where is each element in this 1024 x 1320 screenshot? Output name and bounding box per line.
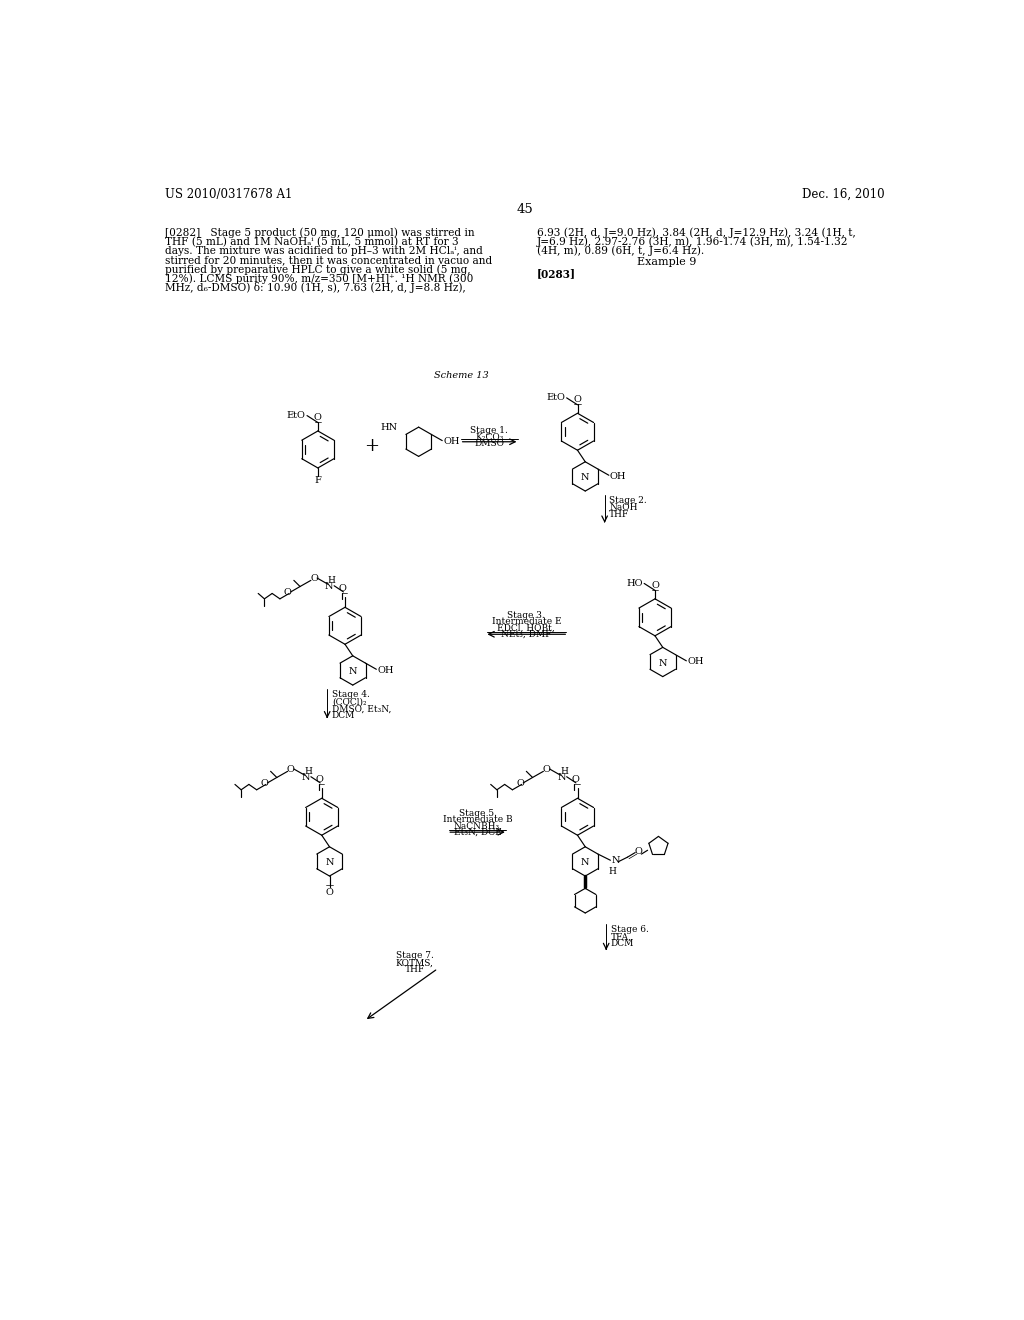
- Text: EtO: EtO: [287, 411, 305, 420]
- Text: OH: OH: [377, 665, 393, 675]
- Text: days. The mixture was acidified to pH–3 with 2M HClₐⁱ, and: days. The mixture was acidified to pH–3 …: [165, 246, 483, 256]
- Text: Intermediate E: Intermediate E: [492, 618, 561, 626]
- Text: H: H: [304, 767, 312, 776]
- Text: TFA,: TFA,: [611, 932, 632, 941]
- Text: NaCNBH₃,: NaCNBH₃,: [453, 821, 502, 830]
- Text: O: O: [339, 585, 346, 594]
- Text: 45: 45: [516, 203, 534, 216]
- Text: F: F: [314, 477, 322, 486]
- Text: H: H: [328, 576, 336, 585]
- Text: Stage 2.: Stage 2.: [609, 496, 647, 506]
- Text: EDCl, HOBt,: EDCl, HOBt,: [498, 623, 555, 632]
- Text: Stage 1.: Stage 1.: [470, 426, 508, 436]
- Text: O: O: [284, 589, 292, 597]
- Text: (COCl)₂: (COCl)₂: [332, 697, 367, 706]
- Text: H: H: [560, 767, 568, 776]
- Text: Scheme 13: Scheme 13: [434, 371, 488, 380]
- Text: 12%). LCMS purity 90%, m/z=350 [M+H]⁺. ¹H NMR (300: 12%). LCMS purity 90%, m/z=350 [M+H]⁺. ¹…: [165, 273, 473, 284]
- Text: Stage 5.: Stage 5.: [459, 809, 497, 818]
- Text: N: N: [581, 858, 590, 867]
- Text: NaOH: NaOH: [609, 503, 638, 512]
- Text: THF: THF: [404, 965, 425, 974]
- Text: Dec. 16, 2010: Dec. 16, 2010: [802, 187, 885, 201]
- Text: THF: THF: [609, 511, 630, 519]
- Text: O: O: [516, 779, 524, 788]
- Text: [0282]   Stage 5 product (50 mg, 120 μmol) was stirred in: [0282] Stage 5 product (50 mg, 120 μmol)…: [165, 227, 475, 239]
- Text: OH: OH: [609, 471, 626, 480]
- Text: OH: OH: [443, 437, 460, 446]
- Text: stirred for 20 minutes, then it was concentrated in vacuo and: stirred for 20 minutes, then it was conc…: [165, 255, 493, 265]
- Text: N: N: [348, 668, 357, 676]
- Text: Stage 3.: Stage 3.: [508, 611, 545, 620]
- Text: Intermediate B: Intermediate B: [442, 816, 512, 824]
- Text: MHz, d₆-DMSO) δ: 10.90 (1H, s), 7.63 (2H, d, J=8.8 Hz),: MHz, d₆-DMSO) δ: 10.90 (1H, s), 7.63 (2H…: [165, 282, 466, 293]
- Text: O: O: [310, 574, 317, 583]
- Text: Stage 6.: Stage 6.: [611, 925, 648, 935]
- Text: N: N: [612, 855, 621, 865]
- Text: Et₃N, DCE: Et₃N, DCE: [454, 828, 502, 837]
- Text: O: O: [573, 395, 582, 404]
- Text: N: N: [326, 858, 334, 867]
- Text: N: N: [325, 582, 334, 591]
- Text: Stage 7.: Stage 7.: [396, 952, 434, 961]
- Text: [0283]: [0283]: [538, 268, 577, 280]
- Text: +: +: [365, 437, 380, 454]
- Text: DMSO, Et₃N,: DMSO, Et₃N,: [332, 705, 391, 713]
- Text: 6.93 (2H, d, J=9.0 Hz), 3.84 (2H, d, J=12.9 Hz), 3.24 (1H, t,: 6.93 (2H, d, J=9.0 Hz), 3.84 (2H, d, J=1…: [538, 227, 856, 239]
- Text: US 2010/0317678 A1: US 2010/0317678 A1: [165, 187, 293, 201]
- Text: N: N: [581, 474, 590, 482]
- Text: O: O: [315, 775, 324, 784]
- Text: H: H: [608, 867, 615, 876]
- Text: Stage 4.: Stage 4.: [332, 690, 370, 700]
- Text: OH: OH: [687, 657, 703, 667]
- Text: O: O: [326, 887, 334, 896]
- Text: EtO: EtO: [546, 393, 565, 403]
- Text: O: O: [260, 779, 268, 788]
- Text: KOTMS,: KOTMS,: [396, 958, 434, 968]
- Text: N: N: [658, 659, 667, 668]
- Text: NEt₃, DMF: NEt₃, DMF: [501, 630, 552, 639]
- Text: K₂CO₃: K₂CO₃: [475, 433, 504, 441]
- Text: N: N: [557, 774, 566, 781]
- Text: O: O: [634, 847, 642, 857]
- Text: THF (5 mL) and 1M NaOHₐⁱ (5 mL, 5 mmol) at RT for 3: THF (5 mL) and 1M NaOHₐⁱ (5 mL, 5 mmol) …: [165, 236, 459, 247]
- Text: DCM: DCM: [611, 940, 634, 948]
- Text: N: N: [302, 774, 310, 781]
- Text: DMSO: DMSO: [474, 438, 504, 447]
- Text: O: O: [571, 775, 580, 784]
- Text: HO: HO: [626, 579, 643, 587]
- Text: O: O: [651, 581, 658, 590]
- Text: Example 9: Example 9: [637, 257, 696, 267]
- Text: O: O: [543, 766, 551, 775]
- Text: (4H, m), 0.89 (6H, t, J=6.4 Hz).: (4H, m), 0.89 (6H, t, J=6.4 Hz).: [538, 246, 705, 256]
- Text: O: O: [287, 766, 295, 775]
- Text: HN: HN: [380, 422, 397, 432]
- Text: O: O: [314, 413, 322, 422]
- Text: purified by preparative HPLC to give a white solid (5 mg,: purified by preparative HPLC to give a w…: [165, 264, 471, 275]
- Text: J=6.9 Hz), 2.97-2.76 (3H, m), 1.96-1.74 (3H, m), 1.54-1.32: J=6.9 Hz), 2.97-2.76 (3H, m), 1.96-1.74 …: [538, 236, 849, 247]
- Text: DCM: DCM: [332, 711, 355, 721]
